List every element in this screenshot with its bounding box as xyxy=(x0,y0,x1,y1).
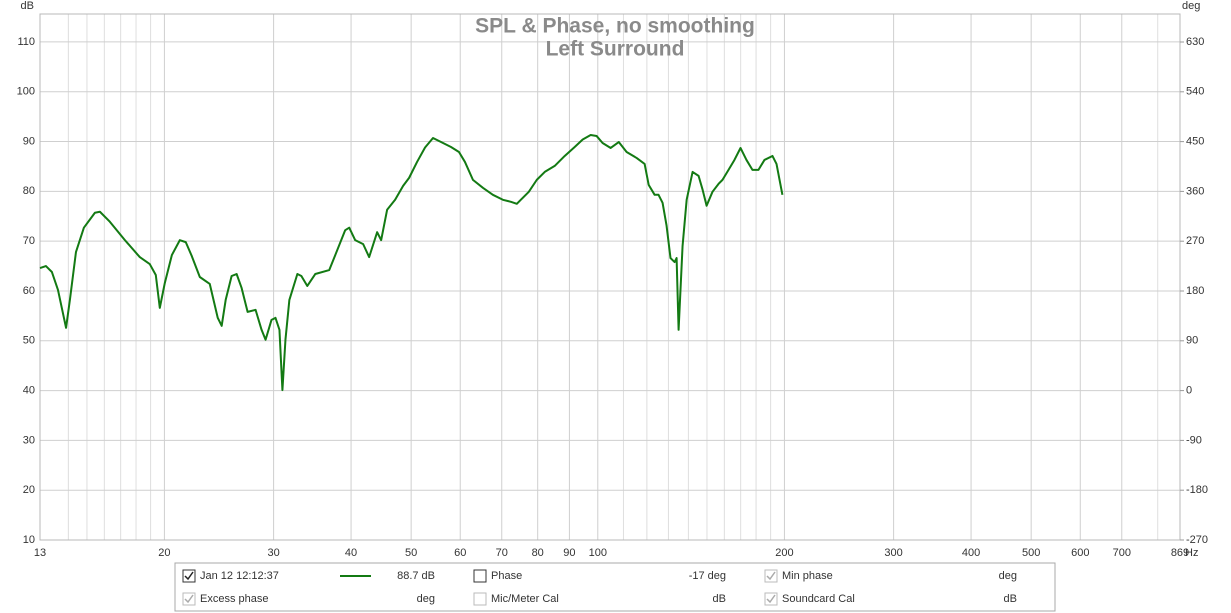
legend-checkbox-check xyxy=(184,594,194,604)
legend-checkbox[interactable] xyxy=(764,592,778,606)
x-tick-label: 60 xyxy=(454,547,466,559)
plot-frame xyxy=(39,13,1181,541)
legend-checkbox-check xyxy=(184,571,194,581)
legend-readout: dB xyxy=(1004,593,1017,605)
y-tick-label: 70 xyxy=(23,235,35,247)
legend: Jan 12 12:12:37 88.7 dB Phase -17 deg Min ph… xyxy=(182,569,1017,606)
legend-checkbox[interactable] xyxy=(764,569,778,583)
y2-tick-label: 540 xyxy=(1186,86,1204,98)
legend-label: Mic/Meter Cal xyxy=(491,593,559,605)
x-tick-label: 20 xyxy=(158,547,170,559)
y2-axis-label: deg xyxy=(1182,0,1200,12)
y2-tick-label: 360 xyxy=(1186,185,1204,197)
legend-checkbox-check xyxy=(766,594,776,604)
x-tick-label: 90 xyxy=(563,547,575,559)
legend-label: Phase xyxy=(491,570,522,582)
y2-tick-label: 180 xyxy=(1186,285,1204,297)
legend-label: Jan 12 12:12:37 xyxy=(200,570,279,582)
x-tick-label: 100 xyxy=(589,547,607,559)
y-tick-label: 80 xyxy=(23,185,35,197)
y-tick-label: 50 xyxy=(23,335,35,347)
y2-tick-label: 450 xyxy=(1186,136,1204,148)
y-tick-label: 10 xyxy=(23,534,35,546)
y2-tick-label: -90 xyxy=(1186,434,1202,446)
legend-panel xyxy=(174,562,1056,612)
spl-line xyxy=(39,134,784,392)
x-tick-label: 600 xyxy=(1071,547,1089,559)
chart-title: SPL & Phase, no smoothing xyxy=(475,15,755,38)
x-axis-label: Hz xyxy=(1185,547,1198,559)
legend-label: Excess phase xyxy=(200,593,268,605)
grid xyxy=(39,14,1181,541)
x-tick-label: 500 xyxy=(1022,547,1040,559)
legend-checkbox[interactable] xyxy=(473,592,487,606)
y2-tick-label: 90 xyxy=(1186,335,1198,347)
y-tick-label: 20 xyxy=(23,484,35,496)
y-tick-label: 30 xyxy=(23,434,35,446)
x-tick-label: 70 xyxy=(496,547,508,559)
legend-readout: dB xyxy=(713,593,726,605)
y2-tick-label: 270 xyxy=(1186,235,1204,247)
legend-readout: -17 deg xyxy=(689,570,726,582)
y-tick-label: 90 xyxy=(23,135,35,147)
x-tick-label: 50 xyxy=(405,547,417,559)
y2-tick-label: 630 xyxy=(1186,36,1204,48)
chart-subtitle: Left Surround xyxy=(546,38,685,61)
legend-checkbox[interactable] xyxy=(473,569,487,583)
y-tick-label: 40 xyxy=(23,384,35,396)
y-axis-label: dB xyxy=(21,0,34,12)
legend-checkbox[interactable] xyxy=(182,592,196,606)
legend-readout: deg xyxy=(417,593,435,605)
legend-readout: 88.7 dB xyxy=(397,570,435,582)
y-tick-label: 100 xyxy=(17,86,35,98)
y-tick-label: 110 xyxy=(17,36,35,48)
x-tick-label: 40 xyxy=(345,547,357,559)
x-tick-label: 13 xyxy=(34,547,46,559)
legend-label: Soundcard Cal xyxy=(782,593,855,605)
y2-tick-label: 0 xyxy=(1186,385,1192,397)
y2-tick-label: -270 xyxy=(1186,534,1208,546)
y-tick-label: 60 xyxy=(23,285,35,297)
x-tick-label: 700 xyxy=(1113,547,1131,559)
x-tick-label: 200 xyxy=(775,547,793,559)
legend-label: Min phase xyxy=(782,570,833,582)
legend-checkbox[interactable] xyxy=(182,569,196,583)
x-tick-label: 80 xyxy=(532,547,544,559)
x-tick-label: 869 xyxy=(1171,547,1189,559)
plot xyxy=(39,134,784,392)
legend-checkbox-check xyxy=(766,571,776,581)
x-tick-label: 300 xyxy=(884,547,902,559)
x-tick-label: 400 xyxy=(962,547,980,559)
x-tick-label: 30 xyxy=(267,547,279,559)
legend-readout: deg xyxy=(999,570,1017,582)
y2-tick-label: -180 xyxy=(1186,484,1208,496)
